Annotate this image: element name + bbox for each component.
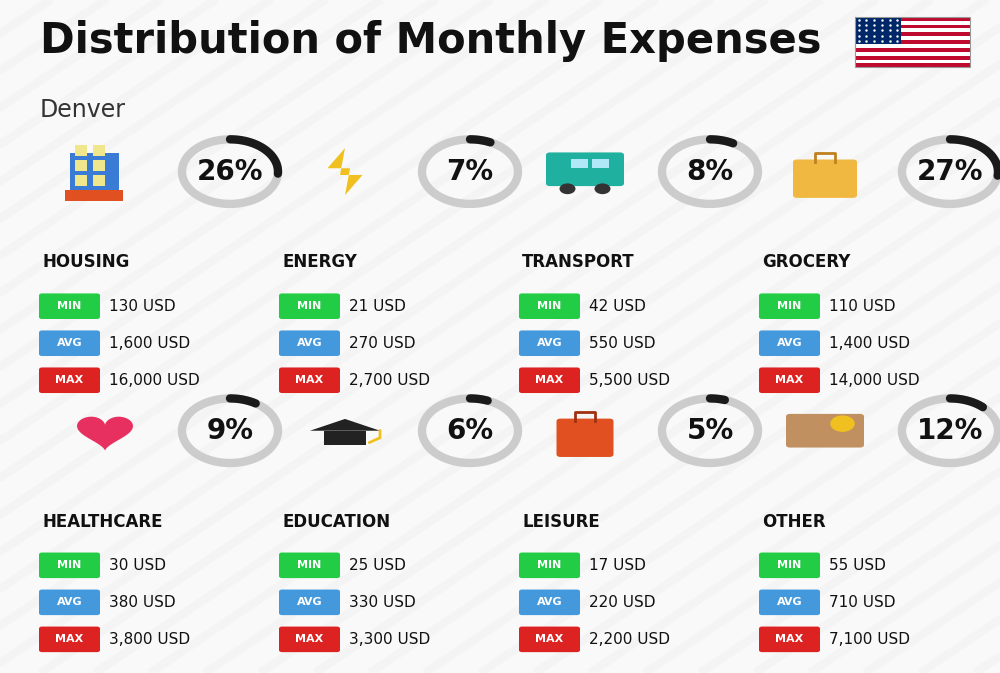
Text: 1,600 USD: 1,600 USD	[109, 336, 190, 351]
Text: 130 USD: 130 USD	[109, 299, 176, 314]
Text: MIN: MIN	[777, 561, 802, 570]
Text: MAX: MAX	[55, 376, 84, 385]
FancyBboxPatch shape	[279, 330, 340, 356]
FancyBboxPatch shape	[759, 553, 820, 578]
FancyBboxPatch shape	[519, 553, 580, 578]
Text: 710 USD: 710 USD	[829, 595, 896, 610]
Text: 330 USD: 330 USD	[349, 595, 416, 610]
FancyBboxPatch shape	[279, 367, 340, 393]
FancyBboxPatch shape	[759, 330, 820, 356]
FancyBboxPatch shape	[519, 590, 580, 615]
Text: EDUCATION: EDUCATION	[282, 513, 390, 530]
FancyBboxPatch shape	[39, 330, 100, 356]
Text: 42 USD: 42 USD	[589, 299, 646, 314]
FancyBboxPatch shape	[93, 175, 105, 186]
FancyBboxPatch shape	[571, 159, 588, 168]
Text: 220 USD: 220 USD	[589, 595, 656, 610]
FancyBboxPatch shape	[279, 590, 340, 615]
Text: 3,800 USD: 3,800 USD	[109, 632, 190, 647]
Text: 14,000 USD: 14,000 USD	[829, 373, 920, 388]
Text: 7%: 7%	[446, 157, 494, 186]
FancyBboxPatch shape	[759, 293, 820, 319]
Circle shape	[560, 183, 576, 194]
Text: MAX: MAX	[775, 635, 804, 644]
Text: HEALTHCARE: HEALTHCARE	[42, 513, 162, 530]
Text: 2,200 USD: 2,200 USD	[589, 632, 670, 647]
FancyBboxPatch shape	[855, 48, 970, 52]
FancyBboxPatch shape	[855, 56, 970, 59]
Polygon shape	[328, 148, 363, 195]
FancyBboxPatch shape	[556, 419, 614, 457]
Text: AVG: AVG	[777, 339, 802, 348]
FancyBboxPatch shape	[39, 367, 100, 393]
FancyBboxPatch shape	[855, 21, 970, 25]
Text: 3,300 USD: 3,300 USD	[349, 632, 430, 647]
Text: AVG: AVG	[537, 339, 562, 348]
Text: 12%: 12%	[917, 417, 983, 445]
Text: MAX: MAX	[775, 376, 804, 385]
Text: TRANSPORT: TRANSPORT	[522, 254, 635, 271]
Text: MIN: MIN	[57, 302, 82, 311]
FancyBboxPatch shape	[519, 330, 580, 356]
Text: 25 USD: 25 USD	[349, 558, 406, 573]
Circle shape	[830, 415, 855, 432]
Text: Distribution of Monthly Expenses: Distribution of Monthly Expenses	[40, 20, 822, 62]
FancyBboxPatch shape	[519, 367, 580, 393]
Text: MIN: MIN	[537, 302, 562, 311]
Text: AVG: AVG	[297, 598, 322, 607]
Text: MAX: MAX	[535, 376, 564, 385]
FancyBboxPatch shape	[759, 627, 820, 652]
Polygon shape	[77, 417, 133, 451]
Text: 110 USD: 110 USD	[829, 299, 896, 314]
Text: AVG: AVG	[297, 339, 322, 348]
FancyBboxPatch shape	[324, 431, 366, 445]
Text: 27%: 27%	[917, 157, 983, 186]
FancyBboxPatch shape	[93, 145, 105, 156]
Text: HOUSING: HOUSING	[42, 254, 129, 271]
FancyBboxPatch shape	[855, 17, 970, 21]
Polygon shape	[310, 419, 380, 431]
FancyBboxPatch shape	[519, 627, 580, 652]
FancyBboxPatch shape	[39, 293, 100, 319]
Text: 380 USD: 380 USD	[109, 595, 176, 610]
Text: 55 USD: 55 USD	[829, 558, 886, 573]
Text: 17 USD: 17 USD	[589, 558, 646, 573]
FancyBboxPatch shape	[75, 175, 87, 186]
Text: GROCERY: GROCERY	[762, 254, 850, 271]
FancyBboxPatch shape	[70, 153, 119, 190]
FancyBboxPatch shape	[855, 32, 970, 36]
FancyBboxPatch shape	[75, 160, 87, 171]
FancyBboxPatch shape	[93, 160, 105, 171]
FancyBboxPatch shape	[855, 25, 970, 28]
FancyBboxPatch shape	[39, 553, 100, 578]
Text: MIN: MIN	[297, 302, 322, 311]
FancyBboxPatch shape	[855, 40, 970, 44]
Text: 7,100 USD: 7,100 USD	[829, 632, 910, 647]
Text: Denver: Denver	[40, 98, 126, 122]
FancyBboxPatch shape	[519, 293, 580, 319]
Text: 5,500 USD: 5,500 USD	[589, 373, 670, 388]
FancyBboxPatch shape	[39, 590, 100, 615]
Text: 26%: 26%	[197, 157, 263, 186]
Text: AVG: AVG	[777, 598, 802, 607]
FancyBboxPatch shape	[793, 160, 857, 198]
Text: MIN: MIN	[537, 561, 562, 570]
Text: 1,400 USD: 1,400 USD	[829, 336, 910, 351]
FancyBboxPatch shape	[279, 627, 340, 652]
Text: MAX: MAX	[295, 635, 324, 644]
FancyBboxPatch shape	[546, 152, 624, 186]
FancyBboxPatch shape	[855, 36, 970, 40]
Text: 16,000 USD: 16,000 USD	[109, 373, 200, 388]
FancyBboxPatch shape	[855, 28, 970, 32]
FancyBboxPatch shape	[855, 44, 970, 48]
FancyBboxPatch shape	[855, 17, 901, 44]
Text: 9%: 9%	[207, 417, 254, 445]
Text: AVG: AVG	[57, 598, 82, 607]
Text: MIN: MIN	[57, 561, 82, 570]
Text: ENERGY: ENERGY	[282, 254, 357, 271]
FancyBboxPatch shape	[592, 159, 609, 168]
Text: 6%: 6%	[446, 417, 494, 445]
FancyBboxPatch shape	[855, 59, 970, 63]
FancyBboxPatch shape	[279, 293, 340, 319]
